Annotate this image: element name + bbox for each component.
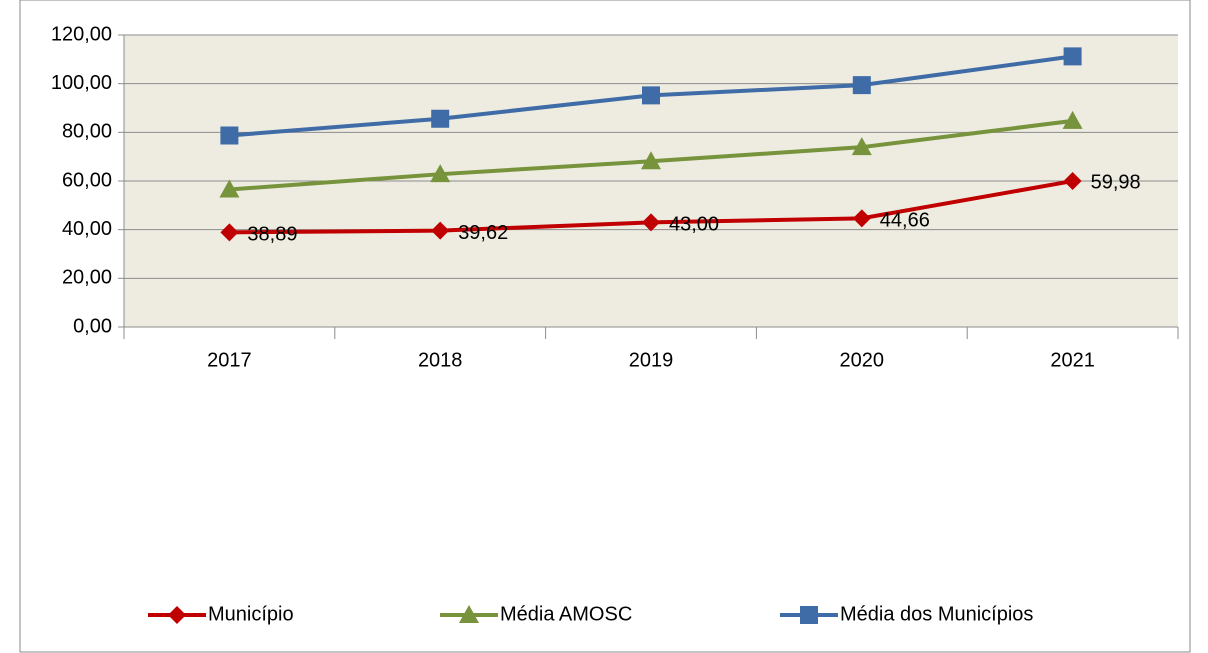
- y-tick-label: 100,00: [51, 72, 112, 94]
- legend-marker: [168, 606, 186, 624]
- y-tick-label: 80,00: [62, 121, 112, 143]
- data-label: 59,98: [1091, 171, 1141, 193]
- data-point: [220, 126, 239, 145]
- legend-label: Município: [208, 603, 294, 625]
- data-label: 39,62: [458, 222, 508, 244]
- data-point: [642, 86, 660, 105]
- data-point: [1062, 110, 1083, 129]
- y-tick-label: 40,00: [62, 218, 112, 240]
- y-tick-label: 120,00: [51, 23, 112, 45]
- data-label: 38,89: [247, 224, 297, 246]
- x-tick-label: 2019: [629, 349, 674, 371]
- y-tick-label: 0,00: [73, 315, 112, 337]
- data-point: [851, 137, 872, 156]
- x-tick-label: 2018: [418, 349, 463, 371]
- data-point: [852, 209, 871, 228]
- data-point: [1063, 172, 1082, 191]
- legend-marker: [800, 606, 818, 624]
- x-tick-label: 2017: [207, 349, 252, 371]
- legend-label: Média dos Municípios: [840, 603, 1033, 625]
- y-tick-label: 20,00: [62, 267, 112, 289]
- data-point: [852, 76, 871, 95]
- x-tick-label: 2021: [1050, 349, 1095, 371]
- data-point: [642, 213, 660, 232]
- x-tick-label: 2020: [840, 349, 885, 371]
- legend-marker: [459, 605, 479, 623]
- data-point: [219, 179, 240, 198]
- y-tick-label: 60,00: [62, 169, 112, 191]
- data-point: [220, 223, 239, 242]
- data-point: [1063, 47, 1082, 66]
- data-point: [431, 221, 450, 240]
- data-label: 44,66: [880, 210, 930, 232]
- data-label: 43,00: [669, 214, 719, 236]
- data-point: [431, 109, 450, 128]
- data-point: [430, 164, 451, 183]
- data-point: [641, 151, 661, 170]
- legend-label: Média AMOSC: [500, 603, 632, 625]
